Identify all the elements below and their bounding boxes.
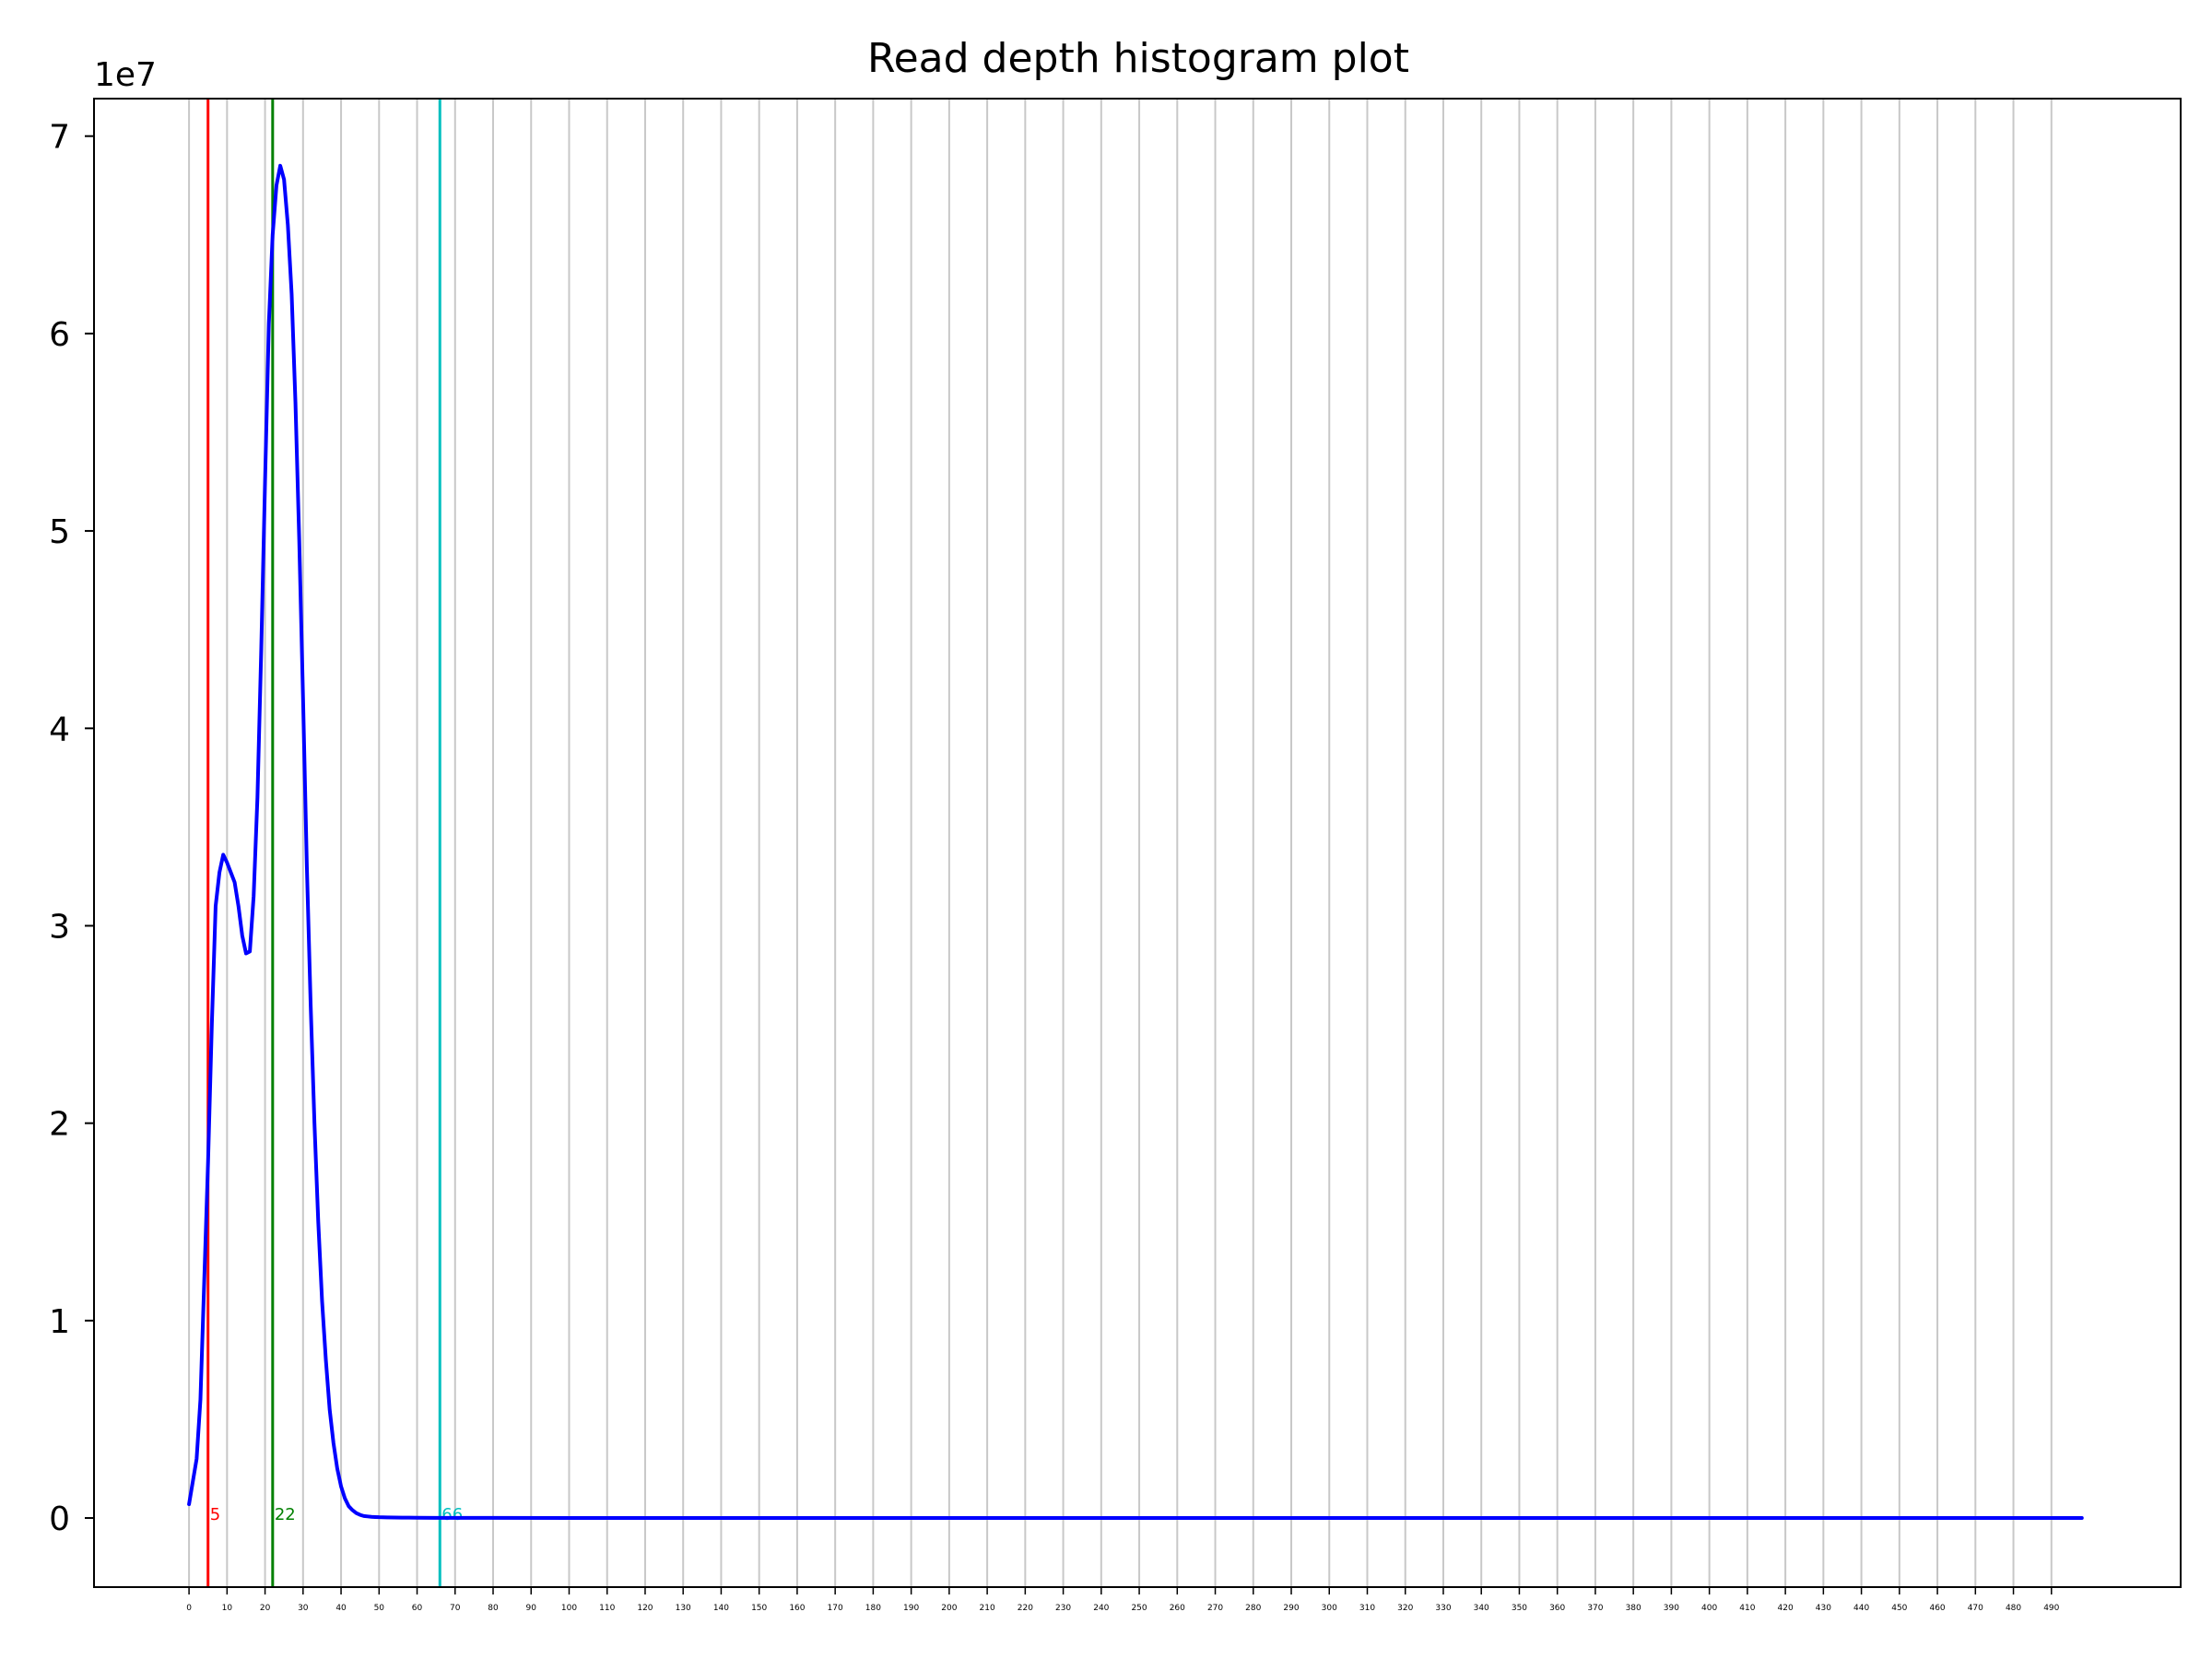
- x-tick-label: 350: [1512, 1604, 1527, 1613]
- x-tick-label: 170: [828, 1604, 843, 1613]
- x-tick-label: 50: [374, 1604, 385, 1613]
- x-tick-label: 140: [713, 1604, 729, 1613]
- x-tick-label: 370: [1587, 1604, 1603, 1613]
- y-tick-label: 5: [49, 513, 70, 551]
- x-tick-label: 120: [637, 1604, 653, 1613]
- x-tick-label: 400: [1701, 1604, 1717, 1613]
- x-tick-label: 70: [450, 1604, 461, 1613]
- x-tick-label: 450: [1891, 1604, 1907, 1613]
- threshold-label: 66: [441, 1505, 463, 1524]
- x-tick-label: 280: [1245, 1604, 1261, 1613]
- y-axis-ticks: 0 1 2 3 4 5 6 7: [49, 119, 94, 1538]
- x-tick-label: 260: [1170, 1604, 1185, 1613]
- y-tick-label: 7: [49, 119, 70, 157]
- series-layer: [187, 163, 2084, 1521]
- x-tick-label: 30: [298, 1604, 309, 1613]
- x-tick-label: 90: [526, 1604, 537, 1613]
- x-tick-label: 360: [1549, 1604, 1565, 1613]
- y-tick-label: 3: [49, 908, 70, 946]
- threshold-label: 5: [210, 1505, 220, 1524]
- x-tick-label: 240: [1093, 1604, 1109, 1613]
- x-tick-label: 310: [1359, 1604, 1375, 1613]
- y-tick-label: 4: [49, 711, 70, 748]
- x-tick-label: 470: [1968, 1604, 1983, 1613]
- x-tick-label: 250: [1131, 1604, 1147, 1613]
- x-tick-label: 480: [2006, 1604, 2021, 1613]
- x-tick-label: 40: [335, 1604, 347, 1613]
- x-tick-label: 200: [941, 1604, 957, 1613]
- x-tick-label: 150: [751, 1604, 767, 1613]
- grid-layer: [188, 99, 2053, 1587]
- x-tick-label: 410: [1739, 1604, 1755, 1613]
- x-tick-label: 180: [865, 1604, 881, 1613]
- x-tick-label: 380: [1626, 1604, 1641, 1613]
- x-tick-label: 20: [260, 1604, 271, 1613]
- plot-frame: [93, 98, 2182, 1588]
- y-tick-label: 0: [49, 1500, 70, 1538]
- x-tick-label: 10: [222, 1604, 233, 1613]
- x-tick-label: 300: [1322, 1604, 1337, 1613]
- x-tick-label: 110: [599, 1604, 615, 1613]
- x-tick-label: 440: [1853, 1604, 1869, 1613]
- x-tick-label: 390: [1664, 1604, 1679, 1613]
- x-axis-ticks: 0 10 20 30 40 50 60 70 80 90 100 110 120 130 140 150 160…: [186, 1587, 2060, 1613]
- x-tick-label: 320: [1397, 1604, 1413, 1613]
- x-tick-label: 430: [1816, 1604, 1831, 1613]
- y-tick-label: 1: [49, 1303, 70, 1341]
- x-tick-label: 290: [1283, 1604, 1299, 1613]
- y-tick-label: 6: [49, 316, 70, 354]
- y-axis-offset-label: 1e7: [94, 56, 157, 94]
- x-tick-label: 80: [488, 1604, 499, 1613]
- x-tick-label: 190: [903, 1604, 919, 1613]
- x-tick-label: 340: [1474, 1604, 1489, 1613]
- x-tick-label: 60: [412, 1604, 423, 1613]
- x-tick-label: 330: [1435, 1604, 1451, 1613]
- x-tick-label: 230: [1055, 1604, 1071, 1613]
- x-tick-label: 270: [1207, 1604, 1223, 1613]
- x-tick-label: 0: [186, 1604, 192, 1613]
- threshold-label: 22: [275, 1505, 296, 1524]
- chart-title: Read depth histogram plot: [867, 35, 1409, 82]
- y-tick-label: 2: [49, 1106, 70, 1144]
- series-line: [187, 163, 2084, 1521]
- x-tick-label: 460: [1929, 1604, 1945, 1613]
- x-tick-label: 100: [561, 1604, 577, 1613]
- x-tick-label: 420: [1778, 1604, 1794, 1613]
- x-tick-label: 220: [1018, 1604, 1033, 1613]
- x-tick-label: 210: [980, 1604, 995, 1613]
- x-tick-label: 490: [2043, 1604, 2059, 1613]
- x-tick-label: 130: [676, 1604, 691, 1613]
- x-tick-label: 160: [789, 1604, 805, 1613]
